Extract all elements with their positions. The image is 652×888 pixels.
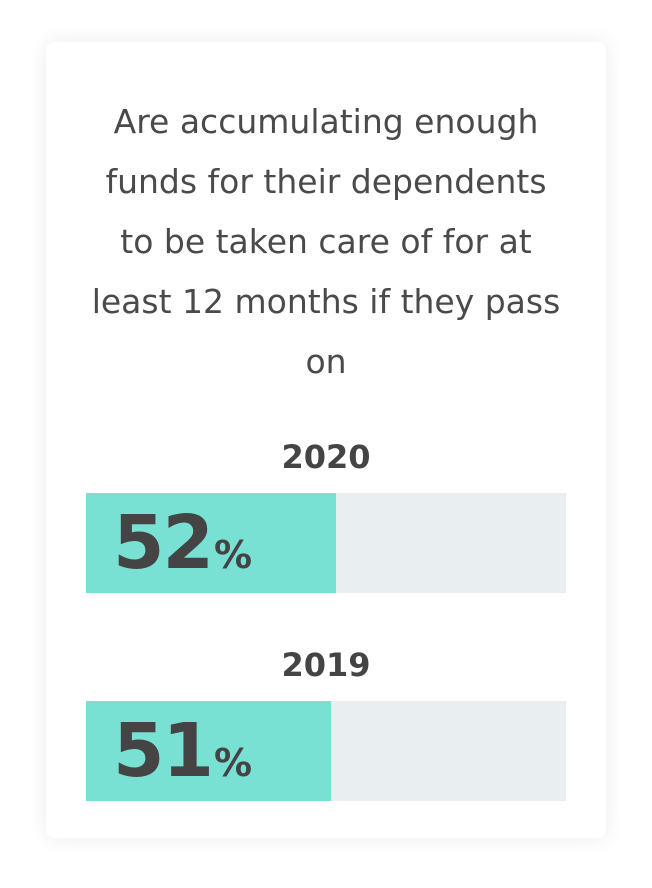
value-number: 52: [113, 500, 214, 586]
bar-group-0: 2020 52%: [86, 437, 566, 593]
stat-card: Are accumulating enough funds for their …: [46, 42, 606, 838]
value-unit: %: [213, 533, 253, 577]
bar-track: 52%: [86, 493, 566, 593]
value-number: 51: [113, 708, 214, 794]
data-label: 52%: [113, 493, 252, 593]
category-label: 2020: [281, 438, 371, 476]
headline: Are accumulating enough funds for their …: [91, 102, 561, 381]
bar-track: 51%: [86, 701, 566, 801]
value-unit: %: [213, 741, 253, 785]
bar-fill: [86, 701, 331, 801]
bar-group-1: 2019 51%: [86, 645, 566, 801]
data-label: 51%: [113, 701, 252, 801]
bar-fill: [86, 493, 336, 593]
category-label: 2019: [281, 646, 371, 684]
